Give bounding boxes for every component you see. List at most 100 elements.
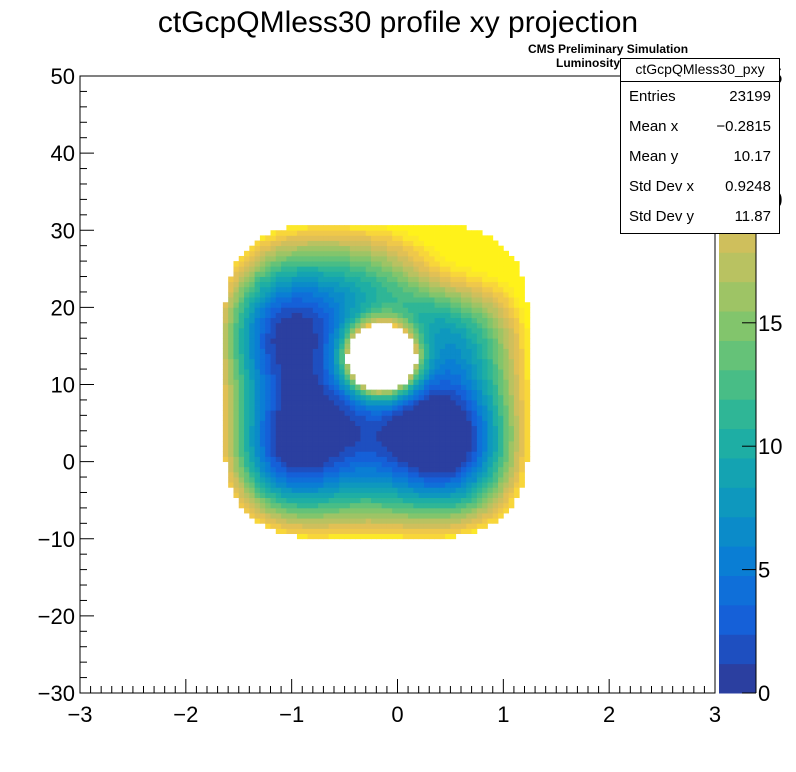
heatmap-cell — [434, 435, 441, 442]
heatmap-cell — [519, 322, 525, 329]
heatmap-cell — [307, 446, 314, 452]
heatmap-cell — [371, 230, 377, 236]
stats-box: ctGcpQMless30_pxy Entries 23199 Mean x −0.… — [620, 58, 780, 234]
heatmap-cell — [455, 312, 462, 319]
heatmap-cell — [466, 461, 472, 468]
heatmap-cell — [318, 451, 324, 457]
heatmap-cell — [461, 415, 467, 421]
heatmap-cell — [312, 446, 319, 452]
heatmap-cell — [281, 266, 287, 272]
heatmap-cell — [476, 286, 483, 293]
heatmap-cell — [222, 307, 229, 313]
heatmap-cell — [402, 487, 409, 493]
heatmap-cell — [439, 266, 446, 272]
heatmap-cell — [344, 482, 351, 488]
heatmap-cell — [339, 482, 345, 488]
heatmap-cell — [423, 477, 430, 483]
heatmap-cell — [259, 410, 266, 416]
heatmap-cell — [265, 312, 271, 319]
heatmap-cell — [312, 225, 319, 231]
heatmap-cell — [429, 235, 435, 241]
heatmap-cell — [445, 533, 451, 540]
heatmap-cell — [228, 466, 234, 473]
heatmap-cell — [513, 441, 520, 447]
heatmap-cell — [238, 441, 245, 447]
heatmap-cell — [302, 245, 308, 252]
heatmap-cell — [244, 405, 250, 411]
heatmap-cell — [461, 225, 467, 231]
heatmap-cell — [408, 261, 414, 267]
heatmap-cell — [365, 533, 372, 540]
heatmap-cell — [392, 302, 398, 308]
heatmap-cell — [259, 369, 266, 375]
heatmap-cell — [413, 379, 420, 385]
heatmap-cell — [381, 435, 388, 442]
heatmap-cell — [296, 389, 303, 396]
heatmap-cell — [270, 302, 277, 308]
heatmap-cell — [344, 461, 351, 468]
heatmap-cell — [408, 405, 414, 411]
heatmap-cell — [423, 363, 430, 370]
heatmap-cell — [249, 379, 256, 385]
heatmap-cell — [450, 441, 457, 447]
heatmap-cell — [386, 482, 393, 488]
heatmap-cell — [508, 435, 515, 442]
heatmap-cell — [487, 435, 494, 442]
heatmap-cell — [476, 513, 483, 519]
heatmap-cell — [381, 492, 388, 499]
heatmap-cell — [323, 533, 330, 540]
heatmap-cell — [275, 389, 282, 396]
heatmap-cell — [296, 271, 303, 277]
heatmap-cell — [323, 374, 330, 380]
heatmap-cell — [281, 230, 287, 236]
heatmap-cell — [360, 302, 367, 308]
heatmap-cell — [344, 471, 351, 478]
heatmap-cell — [434, 302, 441, 308]
heatmap-cell — [376, 461, 383, 468]
x-tick-label: −1 — [279, 702, 304, 727]
heatmap-cell — [413, 225, 420, 231]
heatmap-cell — [296, 255, 303, 262]
heatmap-cell — [376, 502, 383, 509]
heatmap-cell — [349, 471, 356, 478]
heatmap-cell — [334, 471, 340, 478]
heatmap-cell — [318, 281, 324, 288]
heatmap-cell — [265, 405, 271, 411]
heatmap-cell — [397, 461, 404, 468]
heatmap-cell — [344, 261, 351, 267]
heatmap-cell — [386, 302, 393, 308]
heatmap-cell — [233, 322, 240, 329]
heatmap-cell — [450, 430, 457, 437]
heatmap-cell — [439, 430, 446, 437]
heatmap-cell — [476, 369, 483, 375]
heatmap-cell — [429, 466, 435, 473]
heatmap-cell — [275, 420, 282, 427]
heatmap-cell — [508, 317, 515, 324]
heatmap-cell — [344, 492, 351, 499]
x-tick-label: 2 — [603, 702, 615, 727]
heatmap-cell — [318, 533, 324, 540]
heatmap-cell — [254, 384, 261, 391]
heatmap-cell — [318, 307, 324, 313]
heatmap-cell — [461, 266, 467, 272]
heatmap-cell — [323, 363, 330, 370]
heatmap-cell — [392, 261, 398, 267]
heatmap-cell — [291, 507, 298, 514]
heatmap-cell — [334, 425, 340, 432]
heatmap-cell — [503, 430, 510, 437]
heatmap-cell — [408, 425, 414, 432]
heatmap-cell — [244, 482, 250, 488]
heatmap-cell — [302, 487, 308, 493]
heatmap-cell — [365, 389, 372, 396]
heatmap-cell — [413, 461, 420, 468]
heatmap-cell — [254, 307, 261, 313]
heatmap-cell — [397, 225, 404, 231]
heatmap-cell — [244, 430, 250, 437]
heatmap-cell — [498, 502, 504, 509]
heatmap-cell — [339, 322, 345, 329]
heatmap-cell — [513, 425, 520, 432]
heatmap-cell — [265, 461, 271, 468]
heatmap-cell — [397, 513, 404, 519]
heatmap-cell — [466, 405, 472, 411]
heatmap-cell — [418, 338, 425, 344]
